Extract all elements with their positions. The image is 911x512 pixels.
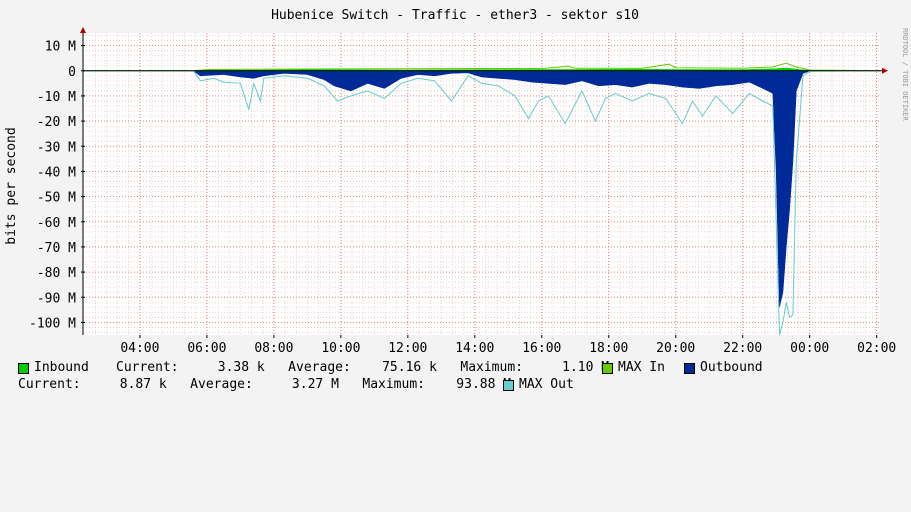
- inbound-stats: Current: 3.38 k Average: 75.16 k Maximum…: [116, 360, 610, 375]
- y-axis-label: bits per second: [4, 127, 19, 244]
- y-tick-label: 10 M: [45, 40, 76, 55]
- legend-row-outbound: Current: 8.87 k Average: 3.27 M Maximum:…: [0, 376, 574, 393]
- traffic-chart: Hubenice Switch - Traffic - ether3 - sek…: [4, 8, 909, 356]
- rrdtool-watermark: RRDTOOL / TOBI OETIKER: [901, 28, 909, 122]
- axis-layer: [80, 27, 888, 338]
- y-tick-label: -100 M: [29, 316, 76, 331]
- x-tick-label: 10:00: [321, 341, 360, 356]
- max-in-line: [83, 62, 881, 72]
- y-tick-label: -80 M: [37, 266, 76, 281]
- chart-title: Hubenice Switch - Traffic - ether3 - sek…: [271, 8, 639, 23]
- series-layer: [83, 62, 881, 336]
- legend-row-inbound: Inbound Current: 3.38 k Average: 75.16 k…: [0, 359, 763, 376]
- x-tick-label: 06:00: [187, 341, 226, 356]
- grid: [83, 33, 880, 335]
- inbound-area: [83, 67, 881, 72]
- y-tick-label: -10 M: [37, 90, 76, 105]
- x-axis-arrow: [882, 67, 888, 74]
- y-tick-label: -30 M: [37, 140, 76, 155]
- x-tick-label: 02:00: [857, 341, 896, 356]
- x-tick-label: 20:00: [656, 341, 695, 356]
- max-out-line: [83, 70, 881, 336]
- y-tick-label: -60 M: [37, 216, 76, 231]
- outbound-swatch: [684, 363, 695, 374]
- x-tick-label: 00:00: [790, 341, 829, 356]
- x-tick-labels: 04:00 06:00 08:00 10:00 12:00 14:00 16:00 18:00…: [120, 341, 896, 356]
- max-in-swatch: [602, 363, 613, 374]
- y-tick-labels: 10 M 0 -10 M -20 M -30 M -40 M -50 M -60 M -70 M…: [29, 40, 76, 332]
- max-out-swatch: [503, 380, 514, 391]
- outbound-area: [83, 70, 881, 308]
- x-tick-label: 22:00: [723, 341, 762, 356]
- legend: Inbound Current: 3.38 k Average: 75.16 k…: [0, 359, 911, 410]
- x-tick-label: 16:00: [522, 341, 561, 356]
- x-tick-label: 14:00: [455, 341, 494, 356]
- y-tick-label: -50 M: [37, 191, 76, 206]
- y-tick-label: -70 M: [37, 241, 76, 256]
- inbound-label: Inbound: [34, 360, 89, 375]
- y-tick-label: 0: [68, 65, 76, 80]
- x-tick-label: 18:00: [589, 341, 628, 356]
- x-tick-label: 12:00: [388, 341, 427, 356]
- max-out-label: MAX Out: [519, 377, 574, 392]
- inbound-swatch: [18, 363, 29, 374]
- outbound-label: Outbound: [700, 360, 763, 375]
- max-in-label: MAX In: [618, 360, 665, 375]
- y-axis-arrow: [80, 27, 86, 33]
- outbound-stats: Current: 8.87 k Average: 3.27 M Maximum:…: [18, 377, 512, 392]
- x-tick-label: 08:00: [254, 341, 293, 356]
- y-tick-label: -90 M: [37, 291, 76, 306]
- y-tick-label: -40 M: [37, 165, 76, 180]
- y-tick-label: -20 M: [37, 115, 76, 130]
- x-tick-label: 04:00: [120, 341, 159, 356]
